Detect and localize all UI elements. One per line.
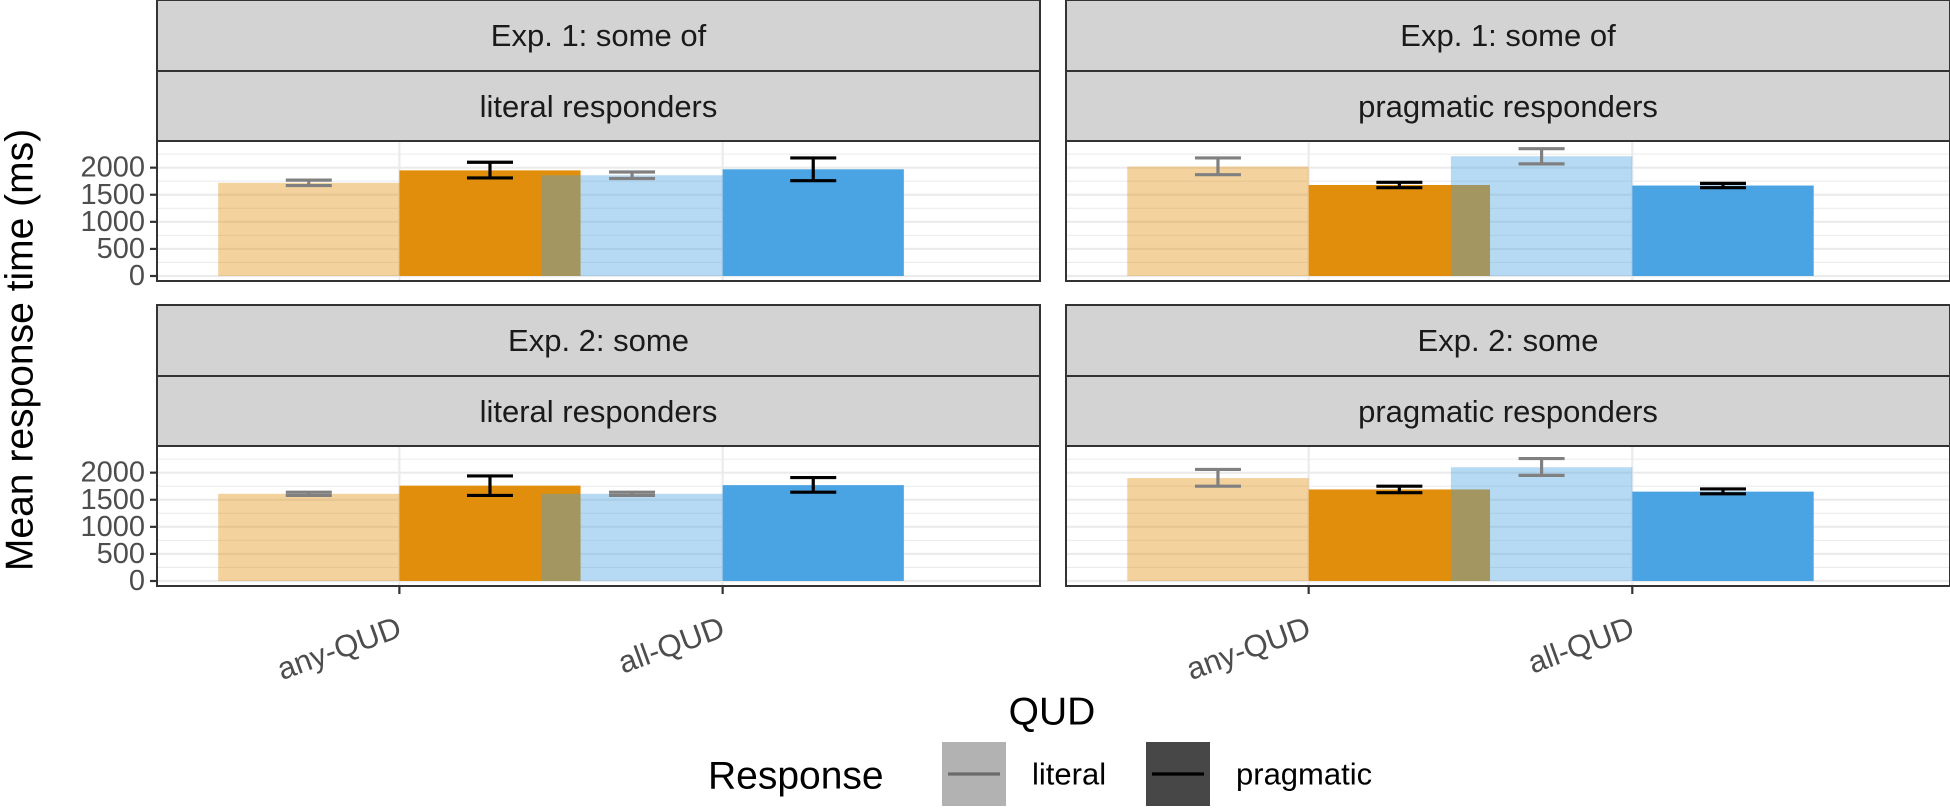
error-bar-all-qud-pragmatic	[1699, 181, 1746, 190]
facet-strip-responders	[156, 375, 1041, 448]
bar-all-qud-literal	[1450, 467, 1633, 581]
y-tick-label: 1500	[80, 179, 145, 211]
bar-any-qud-pragmatic	[1308, 489, 1491, 581]
facet-strip-responders	[1065, 375, 1950, 448]
bar-all-qud-pragmatic	[722, 169, 904, 276]
error-bar-all-qud-literal	[1518, 456, 1565, 477]
legend-label-literal: literal	[1032, 757, 1106, 792]
y-tick-label: 1000	[80, 206, 145, 238]
error-bar-all-qud-literal	[609, 490, 656, 498]
panel-border	[1065, 140, 1950, 282]
facet-strip-experiment	[156, 0, 1041, 72]
legend-title: Response	[708, 755, 884, 798]
bar-all-qud-literal	[541, 493, 723, 581]
error-bar-any-qud-pragmatic	[466, 474, 513, 498]
bar-any-qud-pragmatic	[399, 170, 581, 276]
error-bar-any-qud-literal	[1194, 156, 1241, 177]
facet-strip-responders-label: literal responders	[480, 394, 718, 429]
facet-strip-responders-label: pragmatic responders	[1358, 89, 1658, 124]
y-axis-title: Mean response time (ms)	[0, 129, 42, 571]
y-tick-label: 2000	[80, 457, 145, 489]
facet-panel: Exp. 2: some pragmatic responders any-QUD a…	[1065, 304, 1950, 687]
facet-strip-responders-label: pragmatic responders	[1358, 394, 1658, 429]
legend: Response literal pragmatic	[708, 742, 1372, 806]
bar-any-qud-literal	[218, 182, 400, 276]
y-tick-label: 0	[129, 565, 145, 597]
x-tick-label: any-QUD	[272, 610, 405, 687]
panel-border	[1065, 445, 1950, 587]
facet-strip-experiment	[1065, 0, 1950, 72]
bar-all-qud-pragmatic	[1632, 491, 1814, 581]
bar-any-qud-literal	[218, 493, 400, 581]
facet-strip-experiment	[156, 304, 1041, 377]
bar-any-qud-pragmatic	[399, 485, 581, 581]
facet-panel: Exp. 1: some of pragmatic responders	[1065, 0, 1950, 282]
facet-panel: Exp. 2: some literal responders 0500100015…	[80, 304, 1041, 687]
facet-panel: Exp. 1: some of literal responders 0500100…	[80, 0, 1041, 292]
bar-any-qud-literal	[1127, 166, 1309, 276]
bar-any-qud-literal	[1127, 478, 1309, 581]
bar-all-qud-literal	[541, 175, 723, 276]
facet-strip-experiment	[1065, 304, 1950, 377]
x-tick-label: any-QUD	[1182, 610, 1315, 687]
bar-all-qud-literal	[1450, 156, 1633, 276]
x-tick-label: all-QUD	[1523, 610, 1639, 681]
bar-all-qud-pragmatic	[722, 485, 904, 581]
y-tick-label: 1000	[80, 511, 145, 543]
facet-strip-experiment-label: Exp. 2: some	[1418, 323, 1599, 358]
facet-strip-experiment-label: Exp. 1: some of	[491, 18, 707, 53]
facet-strip-responders	[156, 70, 1041, 143]
error-bar-any-qud-pragmatic	[466, 160, 513, 180]
error-bar-all-qud-pragmatic	[1699, 487, 1746, 496]
error-bar-any-qud-literal	[285, 178, 332, 188]
x-tick-label: all-QUD	[613, 610, 729, 681]
facet-strip-responders	[1065, 70, 1950, 143]
facet-strip-experiment-label: Exp. 1: some of	[1400, 18, 1616, 53]
error-bar-all-qud-literal	[609, 170, 656, 181]
error-bar-all-qud-pragmatic	[790, 156, 837, 183]
panel-border	[156, 140, 1041, 282]
y-tick-label: 2000	[80, 152, 145, 184]
bar-all-qud-pragmatic	[1632, 185, 1814, 276]
y-tick-label: 500	[97, 538, 145, 570]
error-bar-any-qud-pragmatic	[1376, 180, 1423, 190]
y-tick-label: 1500	[80, 484, 145, 516]
error-bar-all-qud-pragmatic	[790, 475, 837, 494]
y-tick-label: 0	[129, 260, 145, 292]
error-bar-all-qud-literal	[1518, 147, 1565, 166]
panel-border	[156, 445, 1041, 587]
facet-strip-experiment-label: Exp. 2: some	[508, 323, 689, 358]
error-bar-any-qud-literal	[1194, 467, 1241, 488]
error-bar-any-qud-pragmatic	[1376, 484, 1423, 495]
facet-strip-responders-label: literal responders	[480, 89, 718, 124]
x-axis-title: QUD	[1009, 691, 1096, 734]
y-tick-label: 500	[97, 233, 145, 265]
legend-label-pragmatic: pragmatic	[1236, 757, 1372, 792]
error-bar-any-qud-literal	[285, 490, 332, 498]
bar-any-qud-pragmatic	[1308, 185, 1491, 276]
